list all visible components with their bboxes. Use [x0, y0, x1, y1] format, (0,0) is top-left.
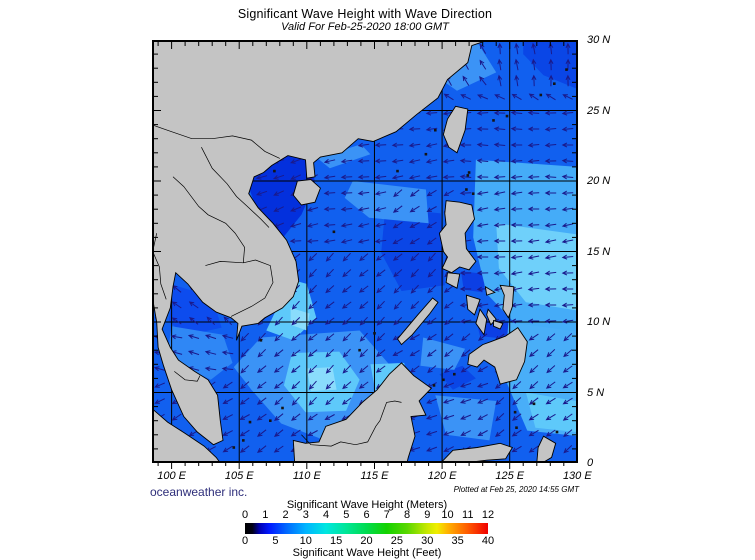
branding-text: oceanweather inc. [150, 485, 248, 499]
wave-patch-west-luzon-dark [381, 207, 445, 291]
lat-label-20-N: 20 N [587, 175, 611, 187]
feet-tick-20: 20 [360, 535, 373, 547]
land-taiwan [442, 105, 469, 154]
border-layer [154, 125, 402, 447]
lat-label-0: 0 [587, 457, 594, 469]
island-dot-layer [232, 68, 568, 449]
lon-label-105-E: 105 E [224, 470, 254, 482]
feet-tick-30: 30 [421, 535, 434, 547]
lon-label-125-E: 125 E [495, 470, 525, 482]
wave-patch-nscs-light [344, 181, 429, 224]
plotted-timestamp: Plotted at Feb 25, 2020 14:55 GMT [453, 485, 579, 494]
lat-label-5-N: 5 N [587, 386, 605, 399]
feet-tick-25: 25 [390, 535, 403, 547]
wave-patch-schina-coast-light [317, 144, 371, 169]
meters-tick-9: 9 [424, 509, 431, 521]
legend-colorbar [245, 523, 488, 534]
lat-label-10-N: 10 N [587, 316, 611, 328]
chart-subtitle: Valid For Feb-25-2020 18:00 GMT [281, 21, 449, 33]
tick-layer [154, 42, 576, 469]
land-bohol [493, 319, 504, 330]
wave-patch-celebes-light [435, 395, 497, 441]
wave-patch-se-corner-cyan [525, 392, 576, 432]
lon-label-130-E: 130 E [562, 470, 592, 482]
lat-label-25-N: 25 N [587, 104, 611, 117]
lat-label-15-N: 15 N [587, 245, 611, 258]
chart-title: Significant Wave Height with Wave Direct… [237, 7, 493, 21]
meters-tick-3: 3 [302, 509, 309, 521]
land-mindanao [467, 326, 528, 385]
meters-tick-8: 8 [403, 509, 411, 521]
land-negros [475, 308, 488, 336]
wave-patch-ne-corner-dark [523, 42, 576, 89]
land-panay [465, 294, 481, 316]
wave-patch-south-core [306, 367, 337, 392]
land-luzon [438, 200, 477, 274]
map-layers [154, 42, 576, 461]
meters-tick-2: 2 [282, 509, 289, 521]
meters-tick-5: 5 [343, 509, 350, 521]
wave-patch-s-vietnam-core [290, 307, 310, 331]
land-borneo [292, 362, 432, 461]
meters-tick-11: 11 [462, 509, 474, 521]
meters-tick-0: 0 [241, 509, 249, 521]
lat-label-30-N: 30 N [587, 34, 611, 46]
legend-title-feet: Significant Wave Height (Feet) [292, 547, 442, 559]
land-layer [154, 42, 557, 461]
land-halmahera [536, 435, 557, 461]
meters-tick-6: 6 [363, 509, 370, 521]
feet-tick-35: 35 [451, 535, 464, 547]
meters-tick-12: 12 [481, 509, 495, 521]
wave-patch-sulu-light [420, 337, 466, 370]
map-frame [152, 40, 578, 463]
feet-tick-40: 40 [481, 535, 495, 547]
feet-tick-10: 10 [299, 535, 312, 547]
feet-tick-5: 5 [272, 535, 279, 547]
land-palawan [396, 297, 439, 346]
land-masbate [484, 285, 496, 296]
feet-tick-0: 0 [241, 535, 249, 547]
land-samar-leyte [499, 284, 515, 319]
meters-tick-7: 7 [383, 509, 390, 521]
lon-label-110-E: 110 E [292, 470, 321, 482]
lon-label-115-E: 115 E [360, 470, 389, 482]
land-hainan [292, 179, 321, 206]
land-mindoro [445, 272, 461, 289]
land-sumatra [154, 409, 220, 461]
meters-tick-1: 1 [262, 509, 269, 521]
lon-label-100-E: 100 E [157, 470, 186, 482]
meters-tick-10: 10 [441, 509, 454, 521]
land-asia-mainland [154, 42, 484, 446]
legend-title-meters: Significant Wave Height (Meters) [286, 499, 448, 511]
map-canvas [152, 40, 578, 469]
feet-tick-15: 15 [330, 535, 343, 547]
meters-tick-4: 4 [322, 509, 330, 521]
lon-label-120-E: 120 E [427, 470, 457, 482]
wave-patch-sibuyan-dark [461, 271, 487, 293]
land-sulawesi-north [441, 442, 514, 461]
